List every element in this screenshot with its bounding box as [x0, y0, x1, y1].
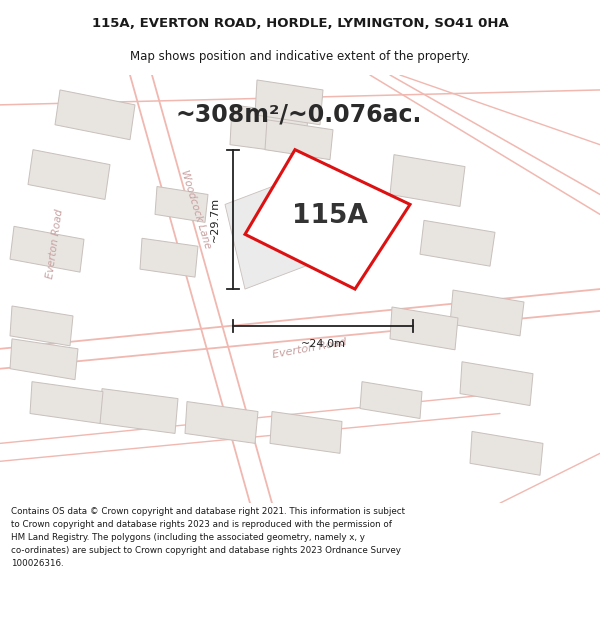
Polygon shape — [265, 120, 333, 159]
Polygon shape — [28, 149, 110, 199]
Text: 115A, EVERTON ROAD, HORDLE, LYMINGTON, SO41 0HA: 115A, EVERTON ROAD, HORDLE, LYMINGTON, S… — [92, 17, 508, 30]
Polygon shape — [420, 221, 495, 266]
Text: Woodcock Lane: Woodcock Lane — [179, 169, 213, 250]
Text: ~24.0m: ~24.0m — [301, 339, 346, 349]
Polygon shape — [270, 411, 342, 453]
Polygon shape — [390, 154, 465, 206]
Polygon shape — [230, 105, 308, 154]
Polygon shape — [185, 402, 258, 443]
Text: Everton Road: Everton Road — [272, 338, 348, 360]
Text: Contains OS data © Crown copyright and database right 2021. This information is : Contains OS data © Crown copyright and d… — [11, 508, 405, 568]
Text: ~308m²/~0.076ac.: ~308m²/~0.076ac. — [175, 103, 421, 127]
Polygon shape — [10, 306, 73, 346]
Text: 115A: 115A — [292, 203, 368, 229]
Polygon shape — [10, 339, 78, 379]
Text: ~29.7m: ~29.7m — [210, 197, 220, 242]
Polygon shape — [140, 238, 198, 277]
Text: Map shows position and indicative extent of the property.: Map shows position and indicative extent… — [130, 50, 470, 62]
Polygon shape — [470, 431, 543, 475]
Polygon shape — [30, 382, 103, 424]
Polygon shape — [360, 382, 422, 419]
Polygon shape — [100, 389, 178, 433]
Polygon shape — [460, 362, 533, 406]
Polygon shape — [255, 80, 323, 125]
Polygon shape — [10, 226, 84, 272]
Polygon shape — [390, 307, 458, 350]
Polygon shape — [155, 186, 208, 222]
Text: Everton Road: Everton Road — [45, 209, 65, 280]
Polygon shape — [450, 290, 524, 336]
Polygon shape — [55, 90, 135, 140]
Polygon shape — [225, 164, 350, 289]
Polygon shape — [245, 149, 410, 289]
